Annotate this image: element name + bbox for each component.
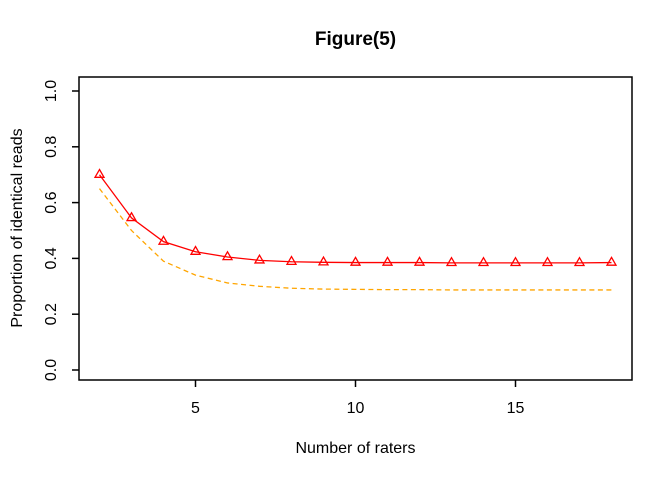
y-tick-label: 0.8: [43, 136, 60, 158]
x-tick-label: 10: [347, 400, 365, 417]
y-tick-label: 1.0: [43, 80, 60, 102]
y-tick-label: 0.2: [43, 303, 60, 325]
y-axis-label: Proportion of identical reads: [9, 128, 26, 328]
triangle-marker: [317, 255, 330, 266]
y-tick-label: 0.6: [43, 191, 60, 213]
y-tick-label: 0.0: [43, 359, 60, 381]
chart-title: Figure(5): [314, 29, 397, 50]
triangle-marker: [381, 256, 394, 266]
series-line-red-solid-triangles: [98, 174, 612, 264]
triangle-marker: [445, 256, 458, 267]
triangle-marker: [605, 256, 618, 266]
y-tick-label: 0.4: [43, 247, 60, 269]
triangle-marker: [285, 255, 298, 265]
triangle-marker: [573, 256, 586, 267]
triangle-marker: [93, 168, 106, 178]
triangle-marker: [541, 256, 554, 267]
x-tick-label: 5: [191, 400, 200, 417]
x-axis-label: Number of raters: [295, 440, 416, 457]
triangle-marker: [509, 256, 522, 267]
triangle-marker: [157, 235, 170, 245]
series-line-orange-dashed: [98, 188, 612, 291]
x-tick-label: 15: [507, 400, 525, 417]
triangle-marker: [413, 256, 426, 266]
triangle-marker: [349, 256, 362, 266]
triangle-marker: [189, 245, 202, 255]
plot-box: [78, 76, 633, 381]
triangle-marker: [253, 253, 266, 264]
triangle-marker: [477, 256, 490, 267]
triangle-marker: [125, 211, 138, 222]
triangle-marker: [221, 250, 234, 261]
